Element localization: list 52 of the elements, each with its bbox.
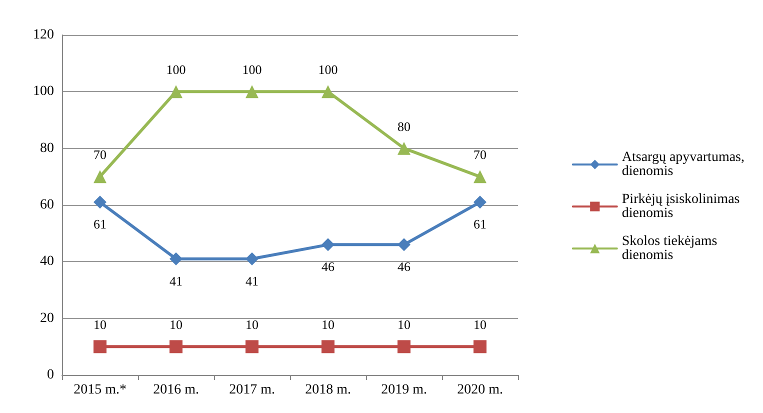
point (94, 170, 106, 184)
x-tick-label: 2019 m. (381, 382, 427, 398)
data-label: 10 (94, 317, 106, 332)
y-tick-label: 60 (40, 198, 54, 212)
y-tick-label: 40 (40, 254, 54, 270)
data-label: 41 (246, 273, 258, 288)
point (322, 85, 334, 98)
point (398, 238, 410, 252)
data-label: 10 (322, 317, 334, 332)
data-label: 100 (242, 62, 262, 78)
point (474, 340, 486, 354)
data-label: 100 (166, 62, 186, 78)
data-label: 10 (246, 317, 258, 332)
point (170, 85, 182, 98)
point (474, 196, 486, 209)
point (474, 170, 486, 184)
y-tick-label: 80 (40, 140, 54, 156)
legend-label: Skolos tiekėjams dienomis (622, 234, 721, 263)
point (322, 340, 334, 354)
data-label: 61 (94, 216, 106, 232)
data-label: 46 (322, 259, 335, 274)
point (398, 142, 410, 155)
data-label: 10 (474, 317, 486, 332)
point (246, 252, 258, 266)
data-label: 10 (398, 317, 410, 332)
data-label: 46 (398, 259, 411, 274)
data-label: 61 (474, 216, 486, 232)
point (322, 238, 334, 252)
x-tick-label: 2016 m. (153, 382, 199, 398)
y-tick-label: 100 (33, 84, 54, 100)
data-label: 41 (170, 273, 182, 288)
x-tick-label: 2017 m. (229, 382, 275, 398)
data-label: 70 (474, 147, 486, 162)
y-tick-label: 0 (47, 368, 54, 382)
y-tick-label: 20 (40, 310, 54, 326)
y-tick-label: 120 (33, 28, 54, 42)
point (398, 340, 410, 354)
x-tick-label: 2020 m. (457, 382, 503, 398)
point (246, 340, 258, 354)
data-label: 100 (318, 62, 338, 78)
x-tick-label: 2018 m. (305, 382, 351, 398)
legend-label: Atsargų apyvartumas, dienomis (622, 150, 748, 179)
point (170, 340, 182, 354)
point (170, 252, 182, 266)
point (94, 340, 106, 354)
legend-label: Pirkėjų įsiskolinimas dienomis (622, 192, 744, 221)
data-label: 80 (398, 118, 410, 134)
point (94, 196, 106, 209)
x-tick-label: 2015 m.* (74, 382, 126, 398)
data-label: 70 (94, 147, 106, 162)
point (246, 85, 258, 98)
data-label: 10 (170, 317, 182, 332)
